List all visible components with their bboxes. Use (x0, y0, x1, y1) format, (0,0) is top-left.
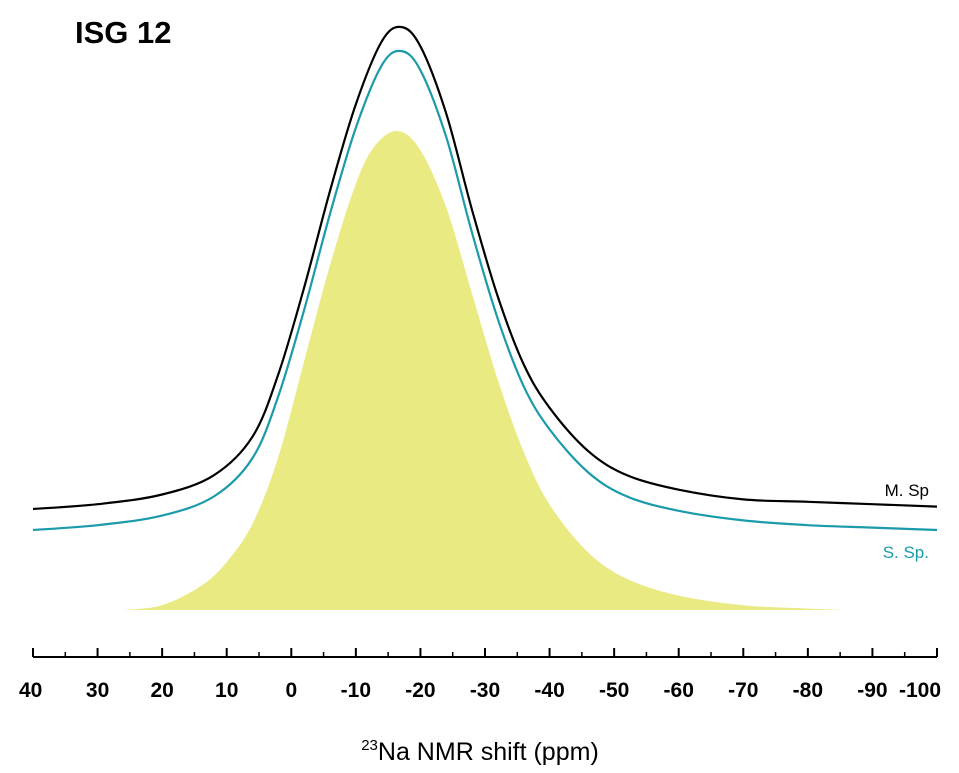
measured-spectrum-line (32, 25, 938, 511)
x-axis: 40 30 20 10 0 -10 -20 -30 -40 -50 -60 -70 -80 -90 -100 (19, 648, 941, 702)
series-label-simulated: S. Sp. (883, 543, 929, 562)
plot-area (32, 25, 938, 610)
x-tick-label: -70 (728, 679, 758, 702)
x-tick-label: -20 (405, 679, 435, 702)
series-label-measured: M. Sp (885, 481, 929, 500)
x-tick-label: 10 (215, 679, 238, 702)
x-tick-label: 30 (86, 679, 109, 702)
chart-title: ISG 12 (75, 15, 172, 50)
x-tick-label: -60 (664, 679, 694, 702)
x-axis-label: 23Na NMR shift (ppm) (361, 737, 599, 766)
simulated-spectrum-line (32, 49, 938, 532)
x-tick-label: -10 (341, 679, 371, 702)
x-tick-label: 20 (150, 679, 173, 702)
x-tick-label: -90 (857, 679, 887, 702)
x-tick-label: 0 (285, 679, 297, 702)
x-tick-label: -80 (793, 679, 823, 702)
x-tick-label: -30 (470, 679, 500, 702)
x-axis-label-text: Na NMR shift (ppm) (378, 738, 599, 766)
x-tick-label: -40 (534, 679, 564, 702)
x-tick-label: 40 (19, 679, 42, 702)
x-axis-label-superscript: 23 (361, 737, 378, 754)
component-peak-area (123, 130, 847, 610)
x-tick-label: -100 (899, 679, 941, 702)
x-tick-label: -50 (599, 679, 629, 702)
